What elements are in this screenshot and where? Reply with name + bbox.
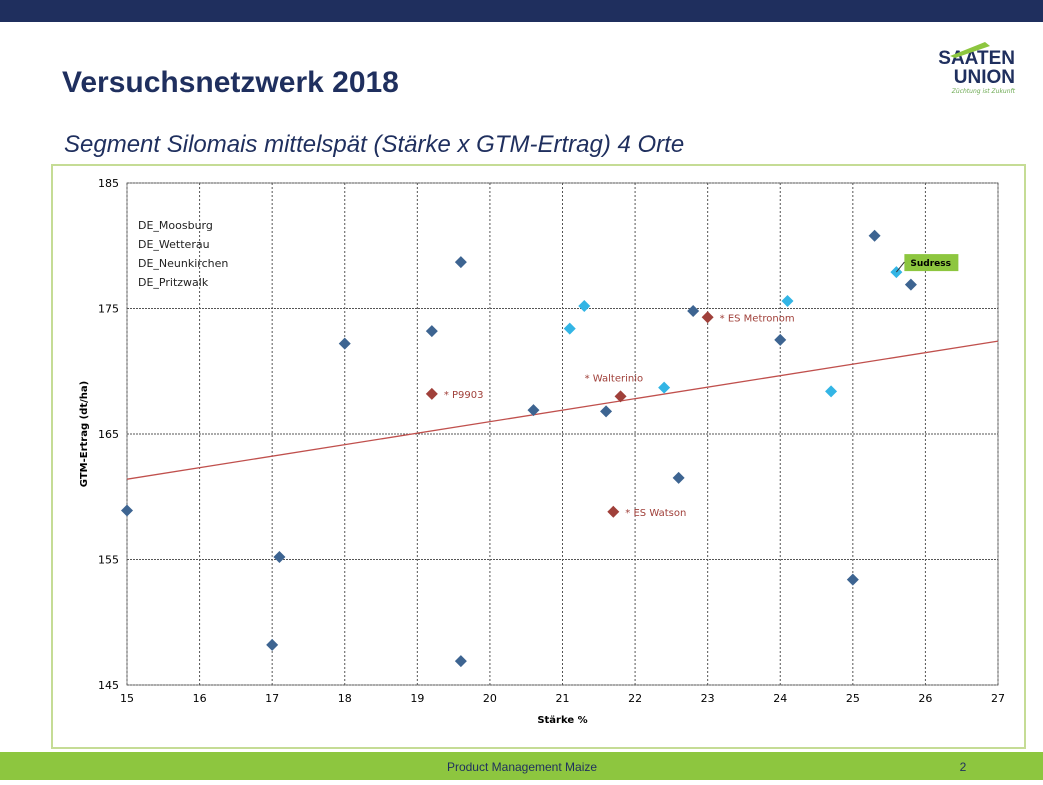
logo-text: UNION <box>954 67 1015 88</box>
scatter-point <box>904 278 917 291</box>
scatter-point <box>338 337 351 350</box>
scatter-point <box>614 390 627 403</box>
x-tick-label: 22 <box>628 692 642 705</box>
scatter-point <box>846 573 859 586</box>
point-label: * ES Metronom <box>720 313 795 324</box>
x-axis-label: Stärke % <box>537 715 587 726</box>
top-bar <box>0 0 1043 22</box>
y-tick-label: 155 <box>98 554 119 567</box>
slide-title: Versuchsnetzwerk 2018 <box>62 66 399 99</box>
x-tick-label: 25 <box>846 692 860 705</box>
scatter-point <box>701 311 714 324</box>
y-tick-label: 185 <box>98 177 119 190</box>
scatter-point <box>425 387 438 400</box>
logo-mark <box>950 42 990 58</box>
y-tick-label: 175 <box>98 303 119 316</box>
x-tick-label: 24 <box>773 692 787 705</box>
x-tick-label: 16 <box>193 692 207 705</box>
scatter-point <box>687 305 700 318</box>
scatter-point <box>527 404 540 417</box>
scatter-point <box>578 299 591 312</box>
legend-entry: DE_Wetterau <box>138 238 210 251</box>
scatter-point <box>607 505 620 518</box>
legend-entry: DE_Neunkirchen <box>138 257 228 270</box>
y-tick-label: 145 <box>98 679 119 692</box>
label-box <box>904 254 959 272</box>
scatter-point <box>868 229 881 242</box>
plot: 15 16 17 18 19 20 21 22 23 24 25 26 27 145 155 165 175 18… <box>79 177 1005 726</box>
logo-tagline: Züchtung ist Zukunft <box>951 88 1016 95</box>
footer-text: Product Management Maize <box>447 760 597 774</box>
point-label: Sudress <box>910 259 951 269</box>
scatter-point <box>266 638 279 651</box>
point-label: * P9903 <box>444 390 484 401</box>
scatter-point <box>672 471 685 484</box>
scatter-point <box>825 385 838 398</box>
x-tick-label: 19 <box>410 692 424 705</box>
y-axis-label: GTM-Ertrag (dt/ha) <box>79 381 90 487</box>
x-tick-label: 26 <box>918 692 932 705</box>
x-tick-label: 18 <box>338 692 352 705</box>
logo-text: SAATEN <box>938 48 1015 69</box>
label-leader <box>895 261 905 273</box>
x-tick-label: 21 <box>556 692 570 705</box>
scatter-point <box>454 655 467 668</box>
x-tick-label: 23 <box>701 692 715 705</box>
x-tick-label: 20 <box>483 692 497 705</box>
scatter-point <box>454 256 467 269</box>
scatter-point <box>273 550 286 563</box>
scatter-point <box>563 322 576 335</box>
scatter-point <box>121 504 133 517</box>
chart-title: Segment Silomais mittelspät (Stärke x GT… <box>64 131 684 158</box>
scatter-point <box>600 405 613 418</box>
scatter-point <box>774 333 787 346</box>
point-label: * ES Watson <box>625 508 686 519</box>
trendline <box>126 340 999 480</box>
scatter-point <box>781 294 794 307</box>
scatter-point <box>658 381 671 394</box>
legend-entry: DE_Moosburg <box>138 219 213 232</box>
x-tick-label: 15 <box>120 692 134 705</box>
x-tick-label: 27 <box>991 692 1005 705</box>
x-tick-label: 17 <box>265 692 279 705</box>
y-tick-label: 165 <box>98 428 119 441</box>
footer-bar <box>0 752 1043 780</box>
chart-frame <box>51 164 1026 749</box>
scatter-point <box>425 325 438 338</box>
page-number: 2 <box>960 760 967 774</box>
legend-entry: DE_Pritzwalk <box>138 276 209 289</box>
point-label: * Walterinio <box>585 373 644 384</box>
